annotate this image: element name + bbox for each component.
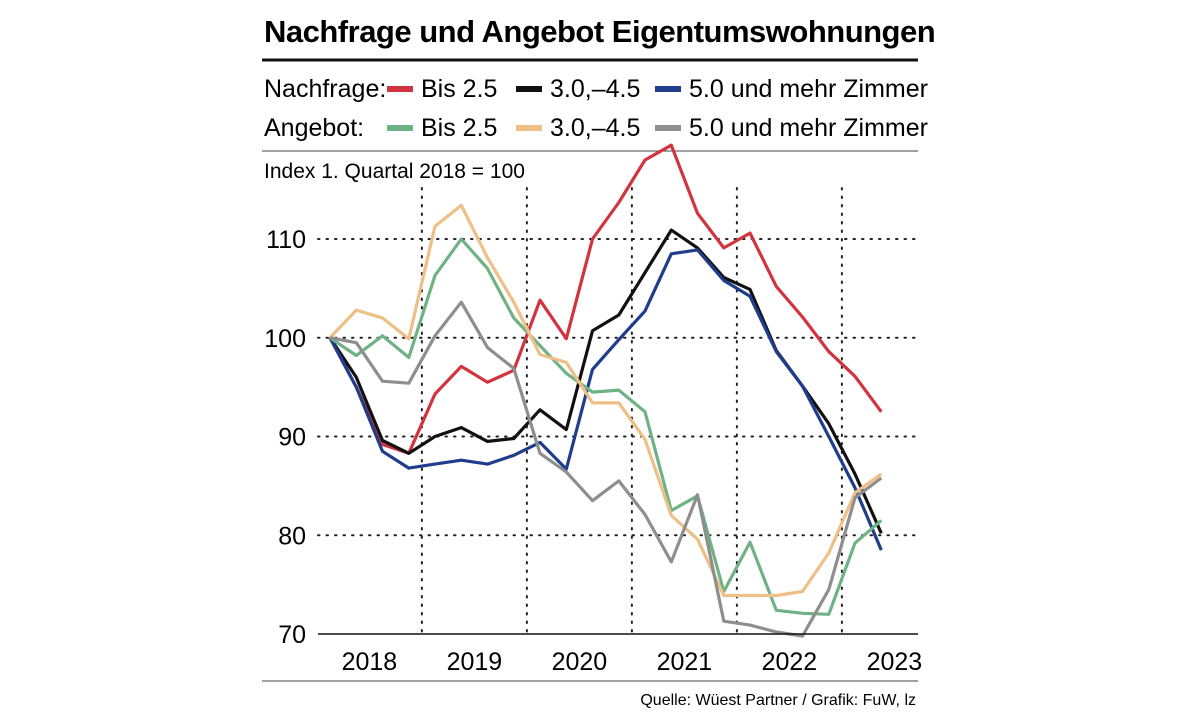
chart-source: Quelle: Wüest Partner / Grafik: FuW, lz: [640, 692, 916, 709]
series-lines: [328, 143, 883, 638]
legend-label-angebot-30-45: 3.0,–4.5: [550, 114, 640, 142]
legend-label-angebot-50: 5.0 und mehr Zimmer: [689, 114, 928, 142]
x-tick-label: 2020: [552, 648, 608, 676]
series-line-4: [328, 203, 883, 598]
y-tick-label: 110: [266, 226, 306, 254]
y-axis-ticks: 70 80 90 100 110: [264, 226, 306, 649]
y-tick-label: 90: [278, 424, 306, 452]
legend-label-angebot-bis25: Bis 2.5: [421, 114, 497, 142]
y-tick-label: 100: [264, 325, 306, 353]
y-tick-label: 80: [278, 522, 306, 550]
x-tick-label: 2021: [657, 648, 713, 676]
grid: [317, 187, 919, 635]
x-tick-label: 2019: [447, 648, 503, 676]
legend-group-label-nachfrage: Nachfrage:: [264, 75, 386, 103]
legend-label-nachfrage-50: 5.0 und mehr Zimmer: [689, 75, 928, 103]
series-line-3: [329, 237, 883, 616]
series-line-0: [328, 143, 883, 455]
x-tick-label: 2018: [342, 648, 398, 676]
x-axis-ticks: 2018 2019 2020 2021 2022 2023: [342, 648, 923, 676]
legend-label-nachfrage-30-45: 3.0,–4.5: [550, 75, 640, 103]
chart-subtitle: Index 1. Quartal 2018 = 100: [264, 160, 525, 183]
legend-label-nachfrage-bis25: Bis 2.5: [421, 75, 497, 103]
y-tick-label: 70: [278, 621, 306, 649]
legend-group-label-angebot: Angebot:: [264, 114, 364, 142]
x-tick-label: 2023: [867, 648, 923, 676]
x-tick-label: 2022: [762, 648, 818, 676]
series-line-2: [328, 248, 883, 551]
chart-title: Nachfrage und Angebot Eigentumswohnungen: [264, 14, 935, 49]
